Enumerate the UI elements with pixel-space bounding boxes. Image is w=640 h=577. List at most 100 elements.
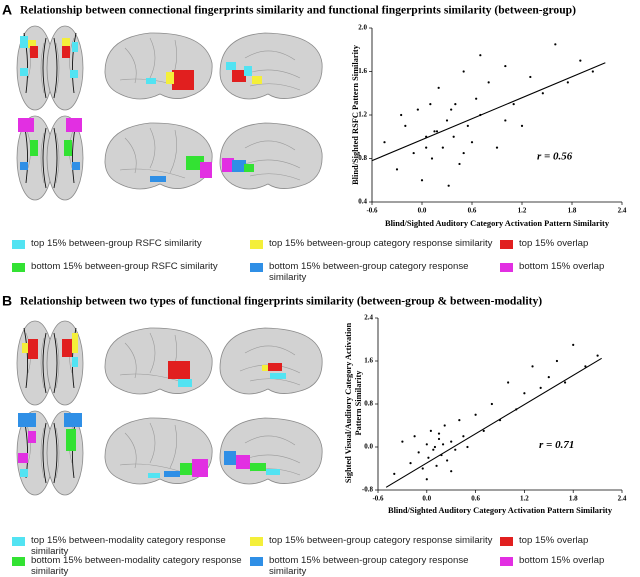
- legend-swatch: [12, 262, 25, 272]
- legend-swatch: [250, 556, 263, 566]
- scatter-point: [421, 467, 424, 470]
- scatter-point: [520, 124, 524, 127]
- x-tick-label: -0.6: [366, 207, 378, 215]
- scatter-point: [435, 464, 438, 467]
- scatter-point: [430, 157, 434, 160]
- scatter-point: [416, 108, 419, 111]
- scatter-point: [435, 130, 439, 133]
- annotation: r = 0.56: [537, 150, 573, 162]
- scatter-point: [584, 365, 587, 368]
- legend-swatch: [500, 262, 513, 272]
- scatter-point: [409, 462, 412, 465]
- scatter-point: [466, 445, 469, 449]
- brain-images-b: [16, 320, 323, 496]
- legend-label: top 15% between-group RSFC similarity: [31, 238, 202, 249]
- legend-item: top 15% between-group RSFC similarity: [12, 238, 244, 250]
- y-tick-label: 1.2: [358, 111, 367, 119]
- legend-label: bottom 15% between-group category respon…: [269, 555, 469, 577]
- x-tick-label: 0.6: [468, 207, 477, 215]
- legend-item: top 15% between-group category response …: [250, 535, 495, 547]
- legend-label: top 15% overlap: [519, 535, 589, 546]
- legend-item: bottom 15% between-group category respon…: [250, 555, 495, 577]
- scatter-point: [555, 359, 559, 363]
- scatter-point: [462, 435, 465, 438]
- scatter-point: [447, 184, 450, 187]
- scatter-point: [454, 448, 457, 451]
- scatter-point: [572, 343, 575, 346]
- scatter-point: [427, 456, 430, 459]
- legend-swatch: [250, 262, 263, 272]
- scatter-point: [474, 413, 477, 416]
- scatter-point: [566, 81, 569, 84]
- scatter-point: [466, 124, 469, 127]
- scatter-point: [462, 151, 465, 155]
- scatter-point: [433, 445, 437, 449]
- scatter-point: [417, 451, 420, 454]
- y-tick-label: 0.0: [364, 443, 373, 451]
- y-axis-label: Sighted Visual/Auditory Category Activat…: [344, 323, 353, 484]
- scatter-point: [441, 443, 445, 446]
- legend-swatch: [250, 239, 263, 249]
- scatter-chart: -0.8 0.0 0.8 1.6 2.4 -0.6 0.0 0.6 1.2 1.8 2.4 r = 0…: [344, 314, 627, 515]
- scatter-point: [458, 162, 461, 166]
- legend-swatch: [250, 536, 263, 546]
- scatter-point: [437, 86, 440, 89]
- scatter-point: [458, 419, 461, 422]
- scatter-point: [490, 402, 493, 406]
- scatter-point: [395, 168, 399, 171]
- scatter-point: [450, 440, 453, 443]
- scatter-point: [547, 376, 550, 379]
- legend-label: top 15% between-modality category respon…: [31, 535, 226, 557]
- y-tick-label: 0.4: [358, 198, 367, 206]
- x-tick-label: 1.8: [569, 495, 578, 503]
- x-tick-label: -0.6: [372, 495, 384, 503]
- scatter-point: [470, 141, 474, 144]
- scatter-point: [487, 81, 490, 84]
- scatter-point: [495, 146, 499, 149]
- scatter-point: [523, 392, 526, 395]
- scatter-point: [539, 386, 542, 389]
- scatter-point: [437, 437, 441, 441]
- x-tick-label: 0.0: [418, 207, 427, 215]
- legend-label: bottom 15% overlap: [519, 555, 605, 566]
- legend-item: top 15% between-modality category respon…: [12, 535, 244, 557]
- legend-label: bottom 15% between-modality category res…: [31, 555, 242, 577]
- legend-label: top 15% overlap: [519, 238, 589, 249]
- fit-line: [371, 62, 606, 162]
- legend-item: top 15% overlap: [500, 535, 630, 547]
- scatter-point: [475, 97, 478, 100]
- scatter-point: [479, 54, 482, 57]
- y-tick-label: 1.6: [358, 67, 367, 75]
- scatter-point: [504, 64, 507, 68]
- scatter-point: [446, 459, 449, 462]
- legend-swatch: [500, 239, 513, 249]
- panel-title: Relationship between connectional finger…: [20, 4, 576, 17]
- x-tick-label: 2.4: [618, 207, 627, 215]
- scatter-point: [541, 92, 544, 95]
- x-tick-label: 1.2: [518, 207, 527, 215]
- legend-swatch: [12, 556, 25, 566]
- legend-swatch: [12, 239, 25, 249]
- scatter-point: [413, 435, 416, 438]
- scatter-point: [425, 478, 428, 481]
- scatter-point: [450, 470, 453, 473]
- x-tick-label: 0.0: [422, 495, 431, 503]
- y-tick-label: 1.6: [364, 357, 373, 365]
- scatter-point: [507, 381, 510, 384]
- scatter-point: [454, 103, 457, 106]
- x-axis-label: Blind/Sighted Auditory Category Activati…: [388, 506, 613, 515]
- scatter-point: [563, 381, 567, 384]
- scatter-point: [432, 448, 435, 451]
- scatter-point: [429, 429, 432, 432]
- legend-label: top 15% between-group category response …: [269, 535, 493, 546]
- y-axis-label: Pattern Similarity: [354, 370, 363, 436]
- x-axis-label: Blind/Sighted Auditory Category Activati…: [385, 219, 610, 228]
- scatter-chart: 0.4 0.8 1.2 1.6 2.0 -0.6 0.0 0.6 1.2 1.8 2.4 r = 0.…: [351, 24, 627, 228]
- panel-letter: A: [2, 2, 12, 18]
- legend-item: bottom 15% between-group RSFC similarity: [12, 261, 244, 273]
- legend-item: bottom 15% between-modality category res…: [12, 555, 244, 577]
- scatter-point: [404, 124, 407, 127]
- scatter-point: [531, 365, 534, 368]
- scatter-point: [452, 135, 455, 138]
- scatter-point: [579, 59, 582, 62]
